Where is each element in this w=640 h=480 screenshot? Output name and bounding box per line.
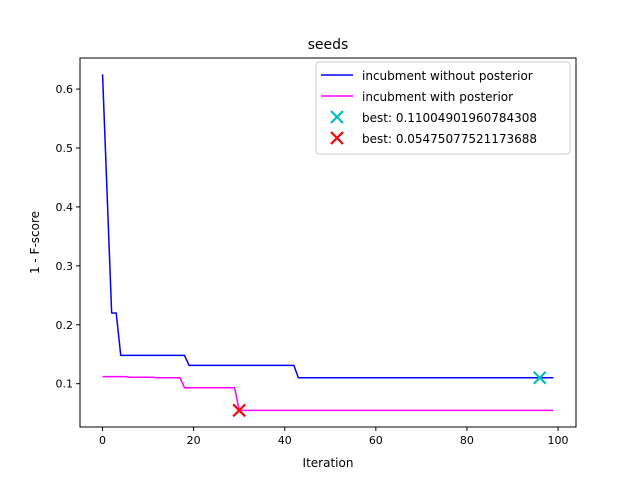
x-tick-label: 80 (460, 434, 474, 447)
series-line-1 (102, 375, 554, 412)
y-tick-label: 0.5 (56, 142, 74, 155)
legend-entries: incubment without posterior incubment wit… (321, 69, 537, 146)
y-tick-label: 0.6 (56, 83, 74, 96)
legend-swatch-marker (330, 110, 344, 124)
y-tick-label: 0.1 (56, 378, 74, 391)
plot-area (79, 57, 577, 428)
legend-label: best: 0.05475077521173688 (362, 132, 537, 146)
y-tick-label: 0.4 (56, 201, 74, 214)
best-marker-1 (232, 403, 246, 418)
x-tick-label: 60 (369, 434, 383, 447)
x-tick-label: 20 (187, 434, 201, 447)
legend: incubment without posterior incubment wit… (315, 61, 571, 155)
x-tick-label: 40 (278, 434, 292, 447)
x-tick-label: 100 (548, 434, 569, 447)
legend-box (315, 61, 571, 155)
y-axis-label: 1 - F-score (28, 211, 42, 274)
legend-label: incubment without posterior (362, 69, 533, 83)
x-tick-label: 0 (99, 434, 106, 447)
x-axis: 0 20 40 60 80 100 (99, 427, 569, 447)
best-marker-0 (533, 370, 547, 385)
series-line-0 (101, 74, 554, 379)
legend-label: best: 0.11004901960784308 (362, 111, 537, 125)
y-tick-label: 0.3 (56, 260, 74, 273)
x-axis-label: Iteration (303, 456, 354, 470)
axes-frame (79, 57, 577, 428)
y-tick-label: 0.2 (56, 319, 74, 332)
marker-layer (232, 370, 547, 418)
y-axis: 0.1 0.2 0.3 0.4 0.5 0.6 (56, 83, 80, 391)
legend-swatch-marker (330, 131, 344, 145)
chart-title: seeds (308, 37, 349, 53)
series-layer (101, 74, 554, 412)
legend-label: incubment with posterior (362, 90, 513, 104)
